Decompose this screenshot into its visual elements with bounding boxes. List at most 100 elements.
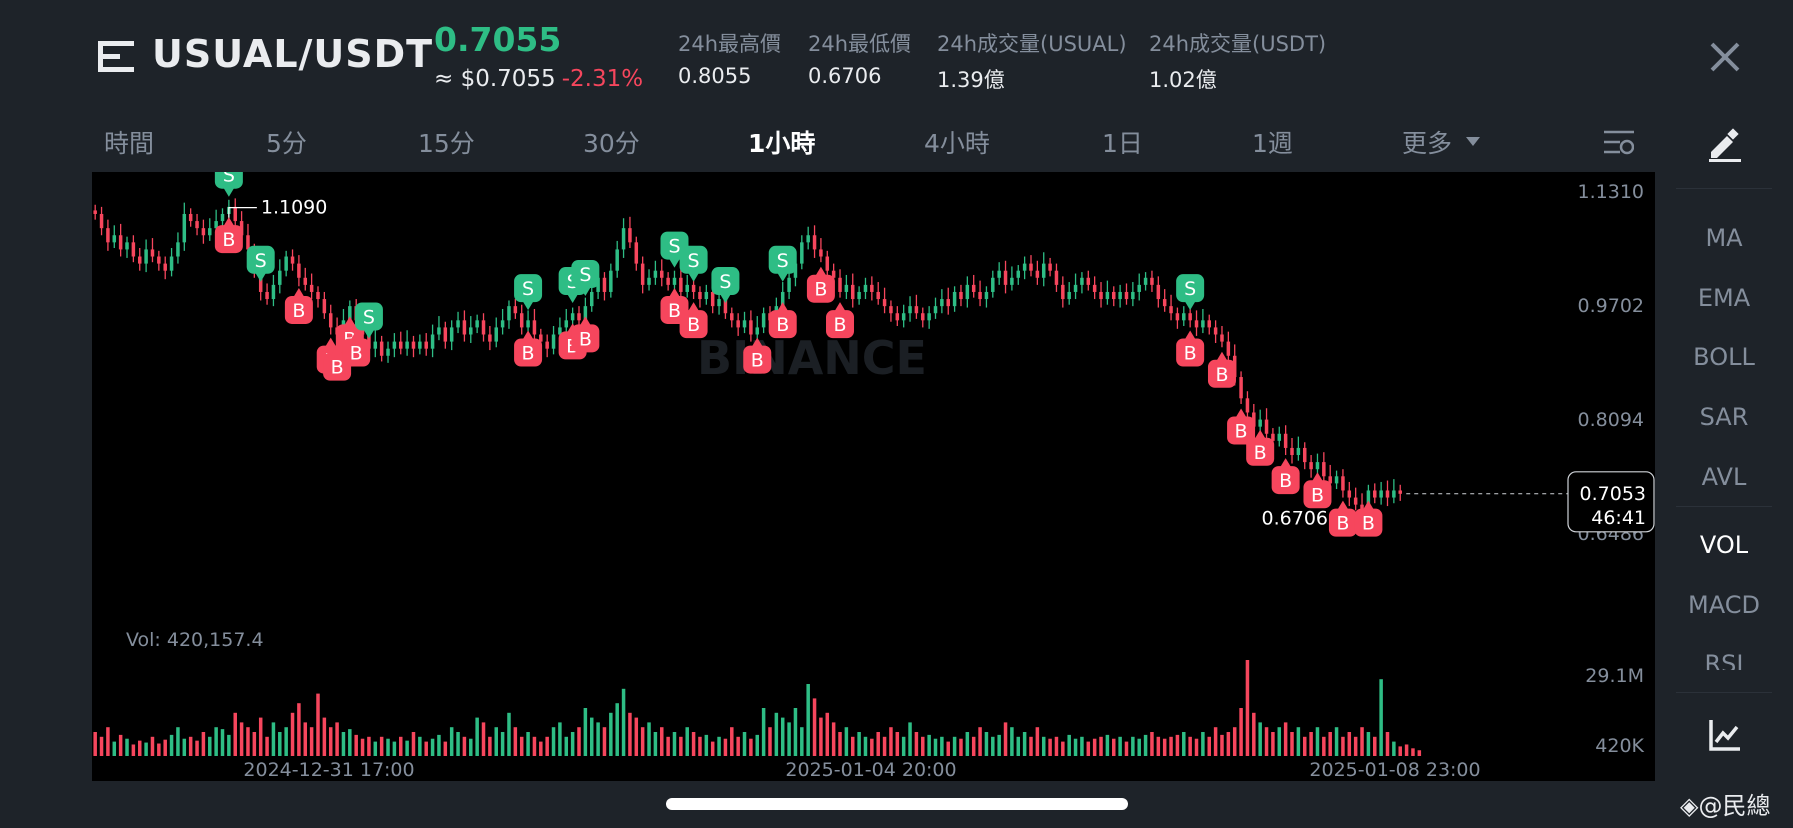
volume-bar — [239, 722, 244, 756]
indicator-boll[interactable]: BOLL — [1693, 343, 1755, 371]
volume-bar — [1309, 732, 1313, 756]
buy-marker-label: B — [776, 314, 789, 336]
candle-body — [889, 306, 893, 314]
time-axis-label: 2024-12-31 17:00 — [243, 759, 414, 781]
candle-body — [1373, 490, 1377, 498]
candle-body — [545, 341, 549, 349]
candle-body — [933, 306, 938, 314]
indicator-rsi[interactable]: RSI — [1704, 650, 1744, 670]
close-icon[interactable] — [1708, 40, 1742, 74]
volume-bar — [430, 738, 435, 756]
volume-bar — [927, 734, 931, 756]
volume-bar — [513, 727, 518, 756]
volume-bar — [265, 736, 269, 756]
candlestick-chart[interactable]: BINANCE 1.1310 0.9702 0.8094 0.6486 1.1090 0.6… — [92, 172, 1655, 781]
candle-body — [99, 213, 104, 229]
draw-tool-icon[interactable] — [1707, 126, 1743, 162]
volume-bar — [940, 736, 944, 756]
candle-body — [551, 334, 556, 349]
volume-bar — [379, 736, 384, 756]
candle-body — [513, 306, 518, 314]
indicator-ma[interactable]: MA — [1705, 224, 1743, 252]
tab-1h[interactable]: 1小時 — [748, 129, 816, 158]
buy-marker — [1207, 359, 1236, 388]
tab-5m[interactable]: 5分 — [266, 129, 307, 158]
volume-bar — [1182, 732, 1186, 756]
volume-bar — [933, 738, 938, 756]
volume-bar — [882, 736, 887, 756]
volume-bar — [978, 727, 982, 756]
chart-canvas[interactable]: BINANCE1.13100.97020.80940.64861.10900.6… — [92, 172, 1655, 781]
indicator-ema[interactable]: EMA — [1697, 284, 1751, 312]
volume-bar — [672, 732, 677, 756]
volume-bar — [125, 738, 129, 756]
candle-body — [653, 270, 658, 278]
home-indicator[interactable] — [666, 798, 1128, 810]
indicator-avl[interactable]: AVL — [1701, 463, 1747, 491]
volume-bar — [1010, 727, 1014, 756]
candle-body — [1302, 447, 1307, 463]
sell-marker-label: S — [579, 264, 591, 286]
candle-body — [1156, 284, 1161, 300]
volume-bar — [297, 703, 301, 756]
tab-30m[interactable]: 30分 — [583, 129, 640, 158]
indicator-sar[interactable]: SAR — [1699, 403, 1749, 431]
candle-body — [1054, 270, 1059, 285]
volume-bar — [647, 722, 651, 756]
candle-body — [819, 249, 823, 257]
indicator-vol[interactable]: VOL — [1699, 531, 1749, 559]
price-axis-label: 1.1310 — [1578, 181, 1644, 203]
tab-15m[interactable]: 15分 — [418, 129, 475, 158]
candle-body — [309, 284, 314, 292]
volume-bar — [1175, 734, 1180, 756]
volume-bar — [1035, 727, 1040, 756]
volume-bar — [99, 736, 104, 756]
candle-body — [787, 277, 791, 292]
tab-1w[interactable]: 1週 — [1252, 129, 1293, 158]
menu-icon[interactable] — [98, 38, 136, 76]
indicator-macd[interactable]: MACD — [1688, 591, 1760, 619]
volume-bar — [551, 727, 556, 756]
price-axis-label: 0.8094 — [1578, 409, 1644, 431]
buy-marker — [806, 274, 835, 303]
volume-bar — [749, 738, 753, 756]
volume-bar — [258, 717, 263, 756]
sell-marker — [711, 267, 740, 296]
volume-bar — [246, 727, 250, 756]
sell-marker-pointer — [579, 285, 592, 296]
volume-axis-label: 420K — [1595, 735, 1644, 757]
volume-bar — [290, 712, 295, 756]
volume-bar — [698, 736, 702, 756]
candle-body — [876, 291, 880, 300]
buy-marker — [342, 338, 371, 367]
volume-bar — [1328, 732, 1332, 756]
line-chart-icon[interactable] — [1708, 718, 1742, 752]
candle-body — [717, 299, 721, 307]
volume-bar — [481, 722, 486, 756]
sell-marker-label: S — [522, 278, 534, 300]
candle-body — [1061, 284, 1065, 300]
sell-marker — [1176, 274, 1205, 303]
trading-pair-title[interactable]: USUAL/USDT — [152, 32, 434, 76]
tab-time[interactable]: 時間 — [104, 129, 155, 158]
candle-body — [870, 284, 874, 292]
candle-body — [481, 320, 486, 335]
candle-body — [488, 334, 492, 342]
candle-body — [1245, 398, 1250, 413]
candle-body — [1385, 490, 1390, 498]
volume-bar — [895, 732, 900, 756]
buy-marker — [679, 310, 708, 339]
tab-1d[interactable]: 1日 — [1102, 129, 1143, 158]
tab-more[interactable]: 更多 — [1402, 129, 1453, 158]
buy-marker-pointer — [331, 344, 344, 355]
candle-body — [1194, 320, 1199, 328]
chart-settings-icon[interactable] — [1604, 128, 1634, 156]
volume-bar — [857, 732, 861, 756]
volume-bar — [545, 736, 549, 756]
buy-marker-label: B — [222, 229, 235, 251]
volume-bar — [354, 734, 358, 756]
candle-body — [1016, 270, 1021, 278]
tab-4h[interactable]: 4小時 — [924, 129, 990, 158]
candle-body — [691, 284, 696, 292]
candle-body — [386, 348, 390, 356]
